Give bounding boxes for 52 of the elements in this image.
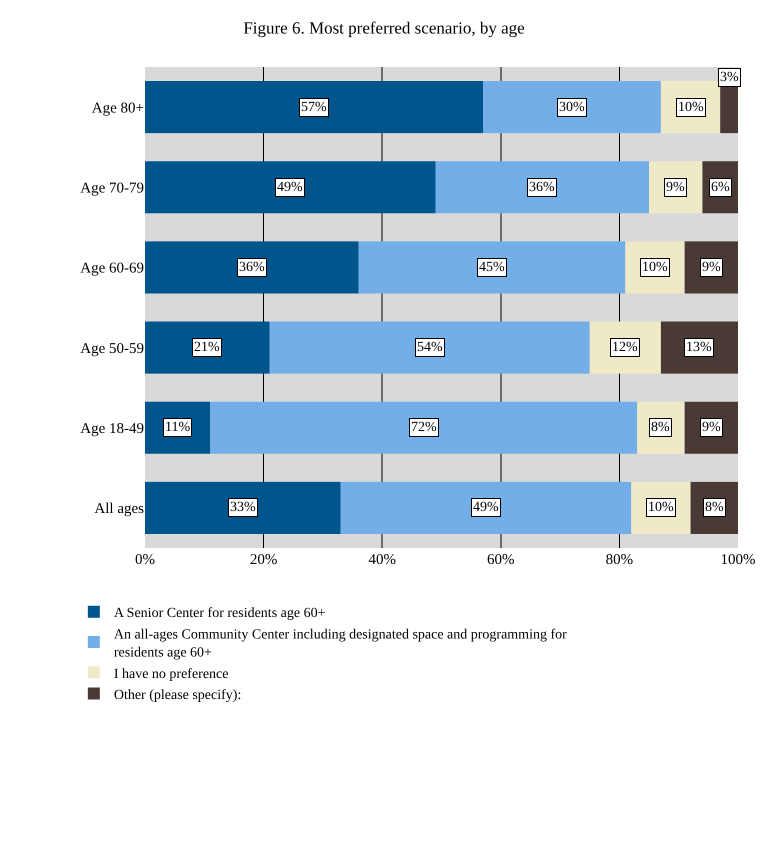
y-tick-label: Age 70-79	[80, 180, 144, 196]
data-label: 49%	[277, 180, 303, 195]
x-tick-label: 60%	[487, 552, 515, 568]
data-label: 21%	[194, 340, 220, 355]
data-label: 33%	[230, 500, 256, 515]
bar	[145, 81, 484, 134]
chart-title: Figure 6. Most preferred scenario, by age	[243, 18, 525, 38]
legend-label: I have no preference	[114, 666, 228, 682]
y-tick-label: Age 18-49	[80, 421, 144, 437]
x-tick-label: 40%	[368, 552, 396, 568]
x-tick-label: 80%	[606, 552, 634, 568]
data-label: 9%	[702, 260, 721, 275]
bar	[145, 161, 436, 214]
y-tick-label: Age 60-69	[80, 260, 144, 277]
data-label: 49%	[473, 500, 499, 515]
data-label: 36%	[529, 180, 555, 195]
data-label: 10%	[642, 260, 668, 275]
bar	[436, 161, 650, 214]
data-label: 72%	[411, 420, 437, 435]
data-label: 11%	[165, 420, 190, 435]
legend-label: Other (please specify):	[114, 688, 242, 703]
data-label: 30%	[559, 100, 585, 115]
bar	[340, 482, 632, 534]
x-tick-label: 100%	[720, 552, 756, 568]
data-label: 3%	[720, 70, 739, 85]
y-tick-label: All ages	[94, 501, 144, 518]
legend-label: A Senior Center for residents age 60+	[114, 606, 326, 622]
data-label: 13%	[686, 340, 712, 355]
data-label: 12%	[612, 340, 638, 355]
data-label: 6%	[711, 180, 730, 195]
x-tick-label: 0%	[135, 552, 155, 568]
data-label: 57%	[301, 100, 327, 115]
x-tick-label: 20%	[250, 552, 278, 568]
data-label: 54%	[417, 340, 443, 355]
data-label: 36%	[239, 260, 265, 275]
bar	[483, 81, 661, 134]
legend-label: An all-ages Community Center including designated space and programming for residents age 60+	[114, 627, 568, 661]
bar	[145, 322, 270, 374]
bar	[358, 241, 626, 294]
bar	[210, 402, 638, 454]
data-label: 10%	[648, 500, 674, 515]
bar	[270, 322, 590, 374]
bar	[145, 241, 358, 294]
y-tick-label: Age 80+	[92, 100, 144, 116]
data-label: 8%	[705, 500, 724, 515]
data-label: 45%	[479, 260, 505, 275]
data-label: 8%	[651, 420, 670, 435]
y-tick-label: Age 50-59	[80, 340, 144, 357]
data-label: 9%	[702, 420, 721, 435]
data-label: 10%	[678, 100, 704, 115]
bar	[145, 482, 341, 534]
data-label: 9%	[666, 180, 685, 195]
